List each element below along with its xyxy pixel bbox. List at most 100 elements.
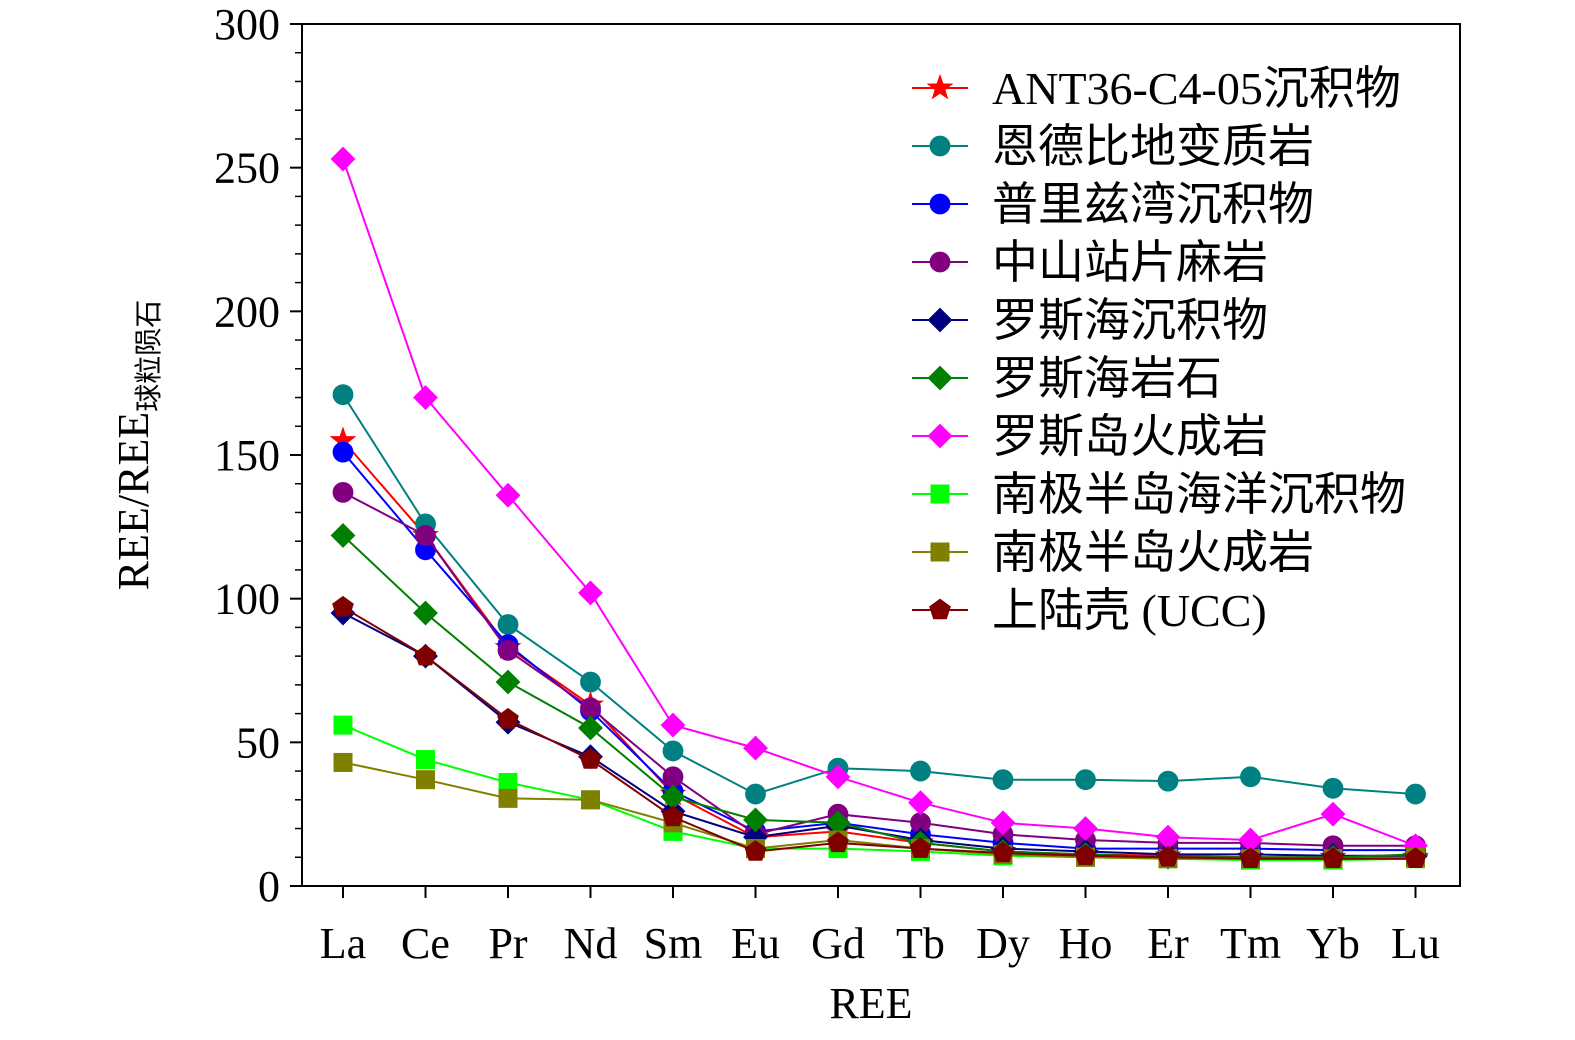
legend-marker (929, 193, 951, 215)
data-point (1240, 766, 1261, 788)
data-point (990, 810, 1016, 836)
series-line-3 (342, 491, 1416, 847)
data-point (497, 707, 519, 729)
x-tick-label-ce: Ce (401, 919, 450, 968)
x-tick-label-lu: Lu (1391, 919, 1440, 968)
data-point (743, 735, 768, 761)
legend-marker (927, 423, 953, 449)
legend-label: 罗斯海岩石 (992, 353, 1222, 404)
legend-item-8: 南极半岛火成岩 (912, 527, 1314, 578)
data-point (495, 482, 521, 508)
y-axis-title-subscript: 球粒陨石 (133, 300, 165, 412)
legend-item-9: 上陆壳 (UCC) (912, 585, 1267, 636)
data-point (827, 831, 849, 853)
legend-label: 罗斯岛火成岩 (992, 411, 1268, 462)
data-point (992, 769, 1014, 791)
data-point (330, 146, 356, 172)
data-point (579, 748, 602, 769)
data-point (662, 805, 684, 827)
data-point (1320, 801, 1346, 827)
data-point (660, 712, 686, 738)
x-tick-label-tm: Tm (1220, 919, 1281, 968)
x-tick-label-tb: Tb (896, 919, 945, 968)
x-axis-title: REE (829, 979, 912, 1028)
y-tick-label: 150 (214, 431, 280, 480)
legend: ANT36-C4-05沉积物恩德比地变质岩普里兹湾沉积物中山站片麻岩罗斯海沉积物… (912, 63, 1406, 636)
data-point (1075, 769, 1096, 791)
y-tick-label: 200 (214, 287, 280, 336)
axes-layer: 0 50 100 150 200 250 300 La Ce Pr Nd Sm Eu Gd Tb Dy Ho Er… (214, 0, 1461, 968)
legend-item-5: 罗斯海岩石 (912, 353, 1222, 404)
legend-item-3: 中山站片麻岩 (912, 237, 1268, 288)
data-point (332, 481, 354, 503)
y-tick-label: 100 (214, 575, 280, 624)
legend-item-6: 罗斯岛火成岩 (912, 411, 1268, 462)
legend-item-1: 恩德比地变质岩 (912, 121, 1314, 172)
x-tick-label-dy: Dy (976, 919, 1030, 968)
legend-marker (929, 251, 951, 273)
data-point (743, 807, 768, 833)
series-line-9 (342, 606, 1416, 860)
series-line-2 (342, 451, 1416, 852)
series-line-7 (342, 724, 1416, 862)
data-point (497, 614, 519, 635)
data-point (580, 697, 601, 719)
y-axis-title: REE/REE球粒陨石 (109, 300, 165, 590)
legend-item-7: 南极半岛海洋沉积物 (912, 469, 1406, 520)
x-tick-label-nd: Nd (564, 919, 618, 968)
data-point (416, 770, 435, 790)
legend-item-0: ANT36-C4-05沉积物 (912, 63, 1401, 114)
legend-item-2: 普里兹湾沉积物 (912, 179, 1314, 230)
data-point (416, 750, 435, 770)
data-point (332, 595, 354, 617)
data-point (333, 715, 353, 735)
data-point (910, 760, 931, 782)
data-point (1322, 777, 1344, 799)
legend-label: 恩德比地变质岩 (992, 121, 1314, 172)
data-point (909, 837, 932, 858)
x-tick-label-ho: Ho (1059, 919, 1113, 968)
data-point (498, 773, 518, 793)
data-point (332, 384, 354, 406)
legend-item-4: 罗斯海沉积物 (912, 295, 1268, 346)
y-tick-label: 0 (258, 862, 280, 911)
legend-marker (929, 598, 951, 620)
data-point (992, 841, 1014, 863)
data-point (498, 788, 518, 808)
legend-label: 普里兹湾沉积物 (992, 179, 1314, 230)
data-point (1157, 845, 1179, 867)
x-tick-label-pr: Pr (488, 919, 527, 968)
data-point (497, 639, 519, 661)
x-tick-label-eu: Eu (731, 919, 780, 968)
data-point (662, 766, 684, 788)
legend-marker (929, 135, 951, 157)
legend-label: 上陆壳 (UCC) (992, 585, 1267, 636)
data-point (1074, 844, 1097, 866)
series-layer (329, 146, 1429, 870)
data-point (825, 764, 851, 790)
data-point (578, 715, 603, 741)
data-point (332, 441, 354, 463)
legend-label: 南极半岛火成岩 (992, 527, 1314, 578)
legend-marker (926, 73, 954, 100)
legend-marker (927, 307, 953, 333)
data-point (330, 523, 356, 548)
legend-marker (927, 365, 953, 391)
y-tick-label: 300 (214, 0, 280, 49)
data-point (413, 385, 438, 410)
legend-label: 罗斯海沉积物 (992, 295, 1268, 346)
data-point (581, 790, 600, 810)
y-tick-label: 250 (214, 144, 280, 193)
data-point (414, 644, 437, 666)
data-point (745, 783, 766, 805)
data-point (1322, 847, 1344, 868)
data-point (333, 752, 353, 772)
series-line-5 (342, 534, 1416, 859)
series-9 (332, 595, 1427, 868)
legend-label: ANT36-C4-05沉积物 (992, 63, 1401, 114)
data-point (415, 525, 436, 546)
data-point (1405, 783, 1426, 805)
data-point (744, 840, 767, 861)
y-axis-title-main: REE/REE (109, 412, 158, 590)
x-tick-label-er: Er (1147, 919, 1189, 968)
